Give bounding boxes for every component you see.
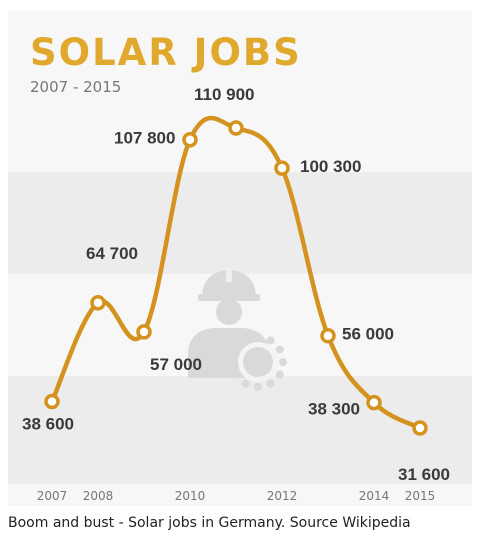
x-tick-label-2007: 2007 xyxy=(37,489,68,503)
background-bands xyxy=(8,10,472,506)
x-tick-label-2012: 2012 xyxy=(267,489,298,503)
data-label-2008: 64 700 xyxy=(86,244,138,263)
x-tick-label-2014: 2014 xyxy=(359,489,390,503)
data-point-2011 xyxy=(228,120,244,136)
solar-worker-icon xyxy=(188,268,287,391)
solar-jobs-chart: SOLAR JOBS 2007 - 2015 38 600 64 700 57 00… xyxy=(8,10,472,506)
data-point-2010 xyxy=(182,131,198,148)
data-points xyxy=(44,120,428,436)
data-label-2011: 110 900 xyxy=(194,85,255,104)
chart-title: SOLAR JOBS xyxy=(30,31,302,74)
data-labels: 38 600 64 700 57 000 107 800 110 900 100 300 5… xyxy=(22,85,450,484)
data-label-2010: 107 800 xyxy=(114,129,175,148)
data-point-2013 xyxy=(320,327,336,344)
series-line xyxy=(49,115,423,431)
data-label-2009: 57 000 xyxy=(150,355,202,374)
x-axis-ticks: 2007 2008 2010 2012 2014 2015 xyxy=(37,489,436,503)
x-tick-label-2008: 2008 xyxy=(83,489,114,503)
figure-caption: Boom and bust - Solar jobs in Germany. S… xyxy=(8,515,411,531)
data-label-2014: 38 300 xyxy=(308,400,360,419)
chart-subtitle: 2007 - 2015 xyxy=(30,78,121,96)
background-band xyxy=(8,484,472,506)
x-tick-label-2015: 2015 xyxy=(405,489,436,503)
background-band xyxy=(8,376,472,484)
data-point-2008 xyxy=(90,295,106,311)
data-point-2009 xyxy=(136,324,152,340)
data-label-2007: 38 600 xyxy=(22,415,74,434)
x-tick-label-2010: 2010 xyxy=(175,489,206,503)
data-label-2015: 31 600 xyxy=(398,465,450,484)
background-band xyxy=(8,10,472,172)
data-label-2012: 100 300 xyxy=(300,157,361,176)
data-label-2013: 56 000 xyxy=(342,325,394,344)
background-band xyxy=(8,172,472,274)
data-point-2007 xyxy=(44,393,60,410)
data-point-2015 xyxy=(412,420,428,436)
data-point-2012 xyxy=(274,160,290,176)
data-point-2014 xyxy=(366,394,382,411)
